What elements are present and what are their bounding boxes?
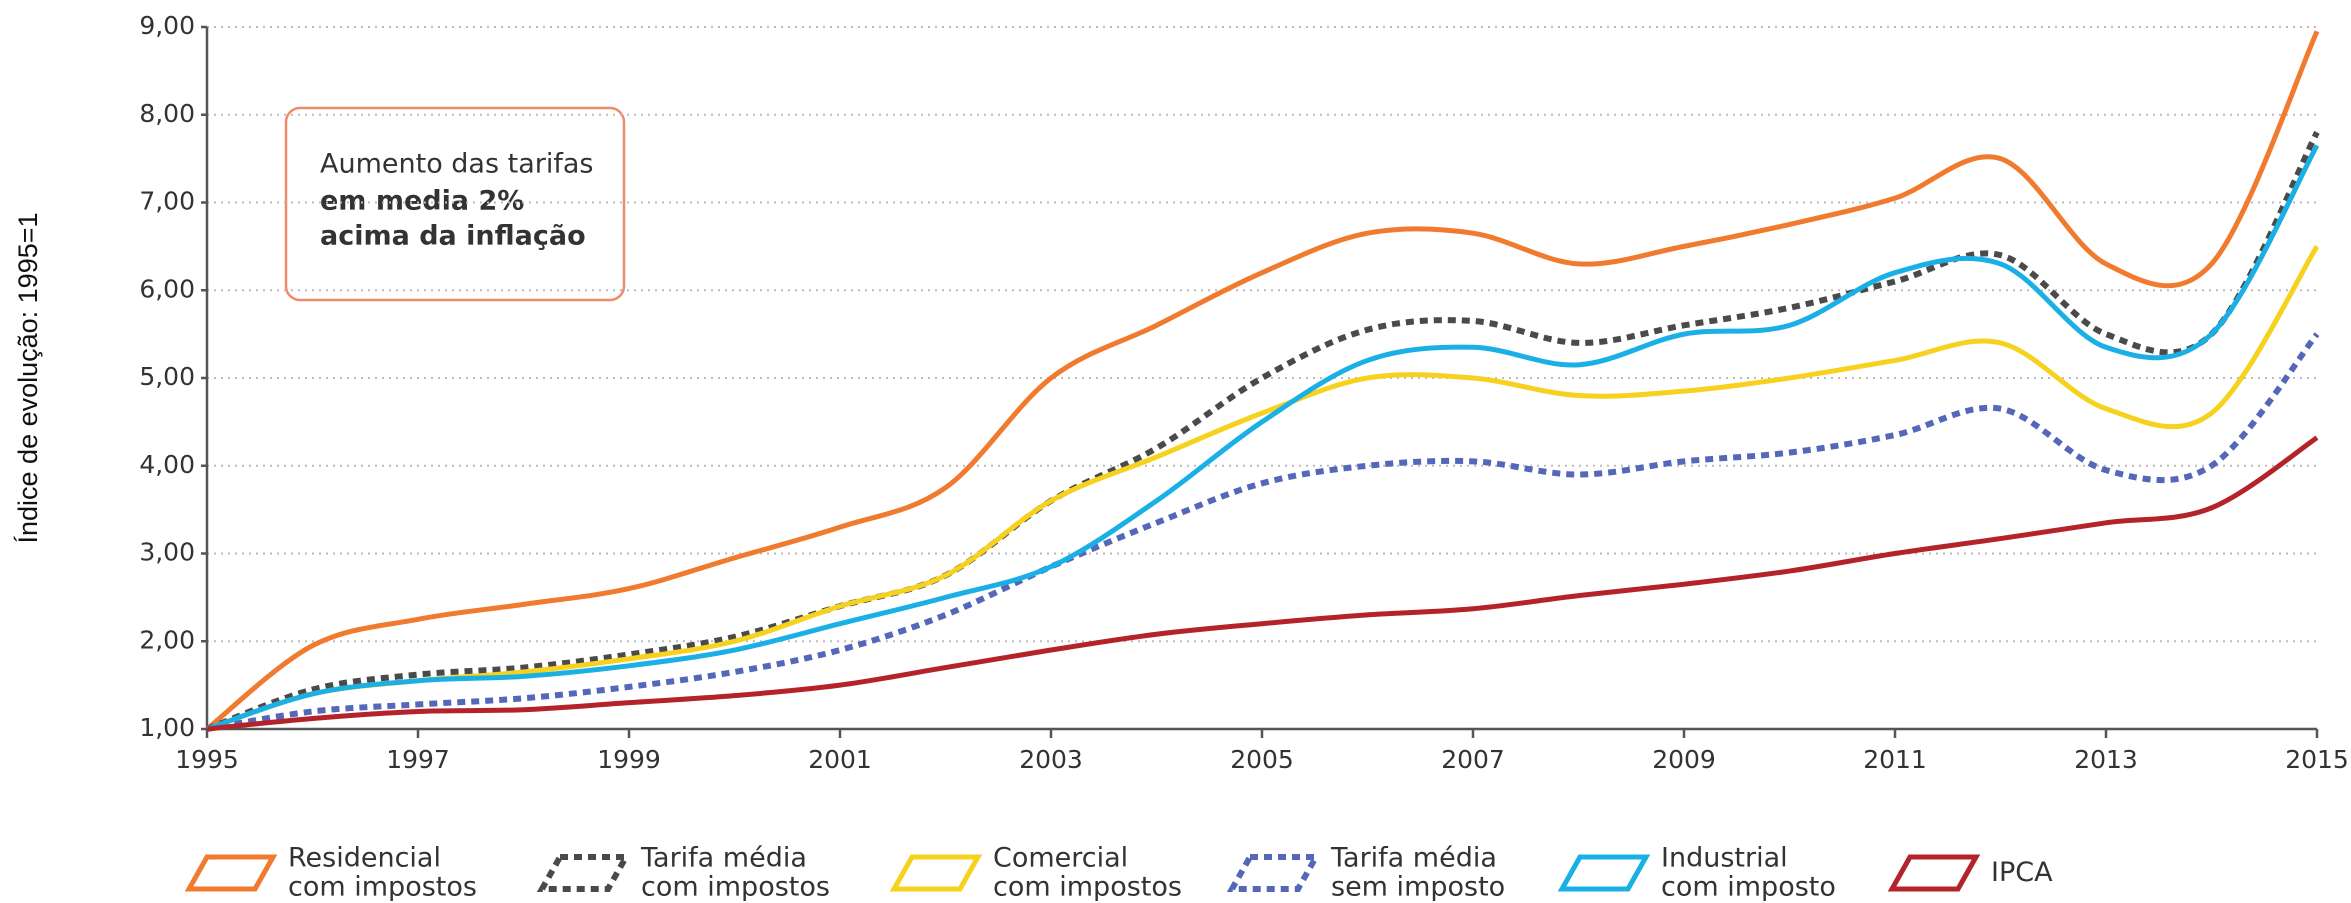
- legend-swatch: [1226, 854, 1322, 892]
- x-tick-label: 2011: [1863, 745, 1927, 774]
- legend-label: IPCA: [1991, 857, 2053, 888]
- annotation-text: acima da inflação: [320, 221, 586, 252]
- series-line: [206, 245, 2320, 732]
- y-tick-label: 6,00: [139, 274, 195, 303]
- legend-label: Tarifa média com impostos: [640, 842, 830, 902]
- y-tick-label: 2,00: [139, 625, 195, 654]
- x-tick-label: 1999: [597, 745, 661, 774]
- y-tick-label: 3,00: [139, 538, 195, 567]
- y-tick-label: 7,00: [139, 187, 195, 216]
- x-tick-label: 1997: [386, 745, 450, 774]
- y-tick-label: 1,00: [139, 713, 195, 742]
- legend-swatch: [889, 854, 983, 892]
- x-tick-label: 2013: [2074, 745, 2138, 774]
- x-tick-label: 2005: [1230, 745, 1294, 774]
- legend-swatch: [1887, 854, 1981, 892]
- legend-label: Comercial com impostos: [993, 842, 1182, 902]
- y-axis-label: Índice de evolução: 1995=1: [13, 212, 43, 543]
- y-tick-label: 8,00: [139, 99, 195, 128]
- x-tick-label: 2015: [2285, 745, 2349, 774]
- legend-label: Industrial com imposto: [1661, 842, 1836, 902]
- legend-swatch: [1557, 854, 1651, 892]
- legend-swatch: [184, 854, 278, 892]
- x-tick-label: 2009: [1652, 745, 1716, 774]
- x-tick-label: 2007: [1441, 745, 1505, 774]
- y-tick-label: 5,00: [139, 362, 195, 391]
- legend-label: Tarifa média sem imposto: [1330, 842, 1505, 902]
- series-line: [206, 144, 2320, 732]
- annotation-box: [284, 106, 626, 302]
- series-line: [206, 332, 2320, 732]
- series-line: [206, 435, 2319, 732]
- series-line: [205, 30, 2320, 731]
- x-tick-label: 2003: [1019, 745, 1083, 774]
- legend-swatch: [536, 854, 632, 892]
- y-tick-label: 4,00: [139, 450, 195, 479]
- y-tick-label: 9,00: [139, 11, 195, 40]
- x-tick-label: 1995: [175, 745, 239, 774]
- legend-label: Residencial com impostos: [288, 842, 477, 902]
- annotation-text: Aumento das tarifas: [320, 149, 593, 180]
- series-line: [205, 130, 2320, 732]
- x-tick-label: 2001: [808, 745, 872, 774]
- annotation-text: em media 2%: [320, 186, 524, 217]
